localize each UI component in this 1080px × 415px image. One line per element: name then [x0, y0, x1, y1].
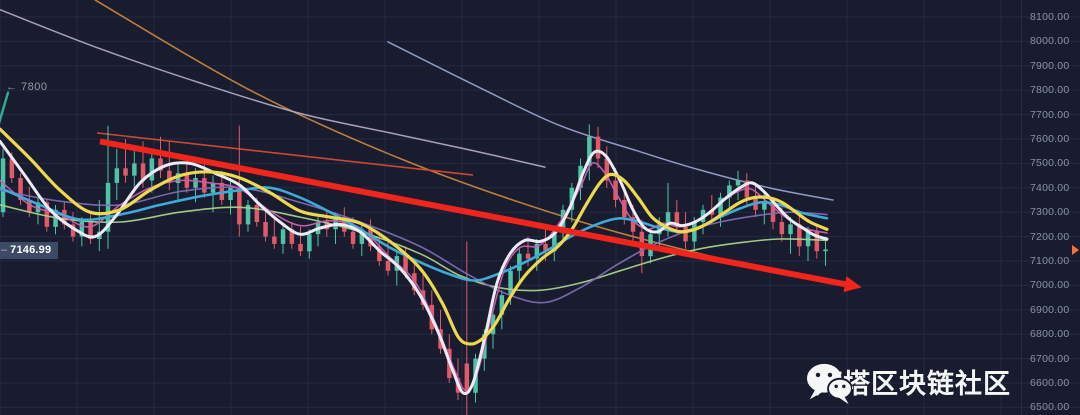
price-level-marker-7800: ← 7800: [6, 81, 48, 93]
price-axis-label: 6600.00: [1030, 377, 1070, 389]
price-axis-label: 7300.00: [1030, 206, 1070, 219]
price-axis-label: 7500.00: [1030, 157, 1070, 170]
last-price-value: 7146.99: [10, 244, 52, 257]
price-axis-label: 7000.00: [1030, 279, 1070, 292]
price-axis-label: 7400.00: [1030, 181, 1070, 194]
price-axis-label: 7200.00: [1030, 230, 1070, 243]
price-axis-label: 6700.00: [1030, 352, 1070, 365]
last-price-label: – 7146.99: [0, 241, 58, 259]
axis-scroll-arrow-icon[interactable]: [1072, 244, 1079, 255]
price-axis-label: 7700.00: [1030, 108, 1070, 121]
price-axis-label: 8100.00: [1030, 11, 1070, 23]
price-axis-label: 7800.00: [1030, 84, 1070, 97]
price-axis-label: 7600.00: [1030, 133, 1070, 145]
price-tick-dash: –: [1, 244, 8, 257]
thick-red-arrow[interactable]: [99, 138, 862, 292]
price-axis-label: 6500.00: [1030, 401, 1070, 414]
price-axis-label: 6900.00: [1030, 303, 1070, 316]
price-axis-label: 8000.00: [1030, 35, 1070, 48]
long-ma-lines: [0, 0, 834, 282]
price-axis-label: 7100.00: [1030, 255, 1070, 267]
ma-lines: [0, 127, 829, 396]
price-axis-label: 7900.00: [1030, 59, 1070, 72]
watermark: 灯塔区块链社区: [806, 362, 1011, 405]
price-axis-label: 6800.00: [1030, 328, 1070, 341]
thin-red-trendline[interactable]: [96, 132, 474, 176]
price-axis[interactable]: 8100.00 8000.00 7900.00 7800.00 7700.00 7600.…: [1021, 0, 1080, 415]
